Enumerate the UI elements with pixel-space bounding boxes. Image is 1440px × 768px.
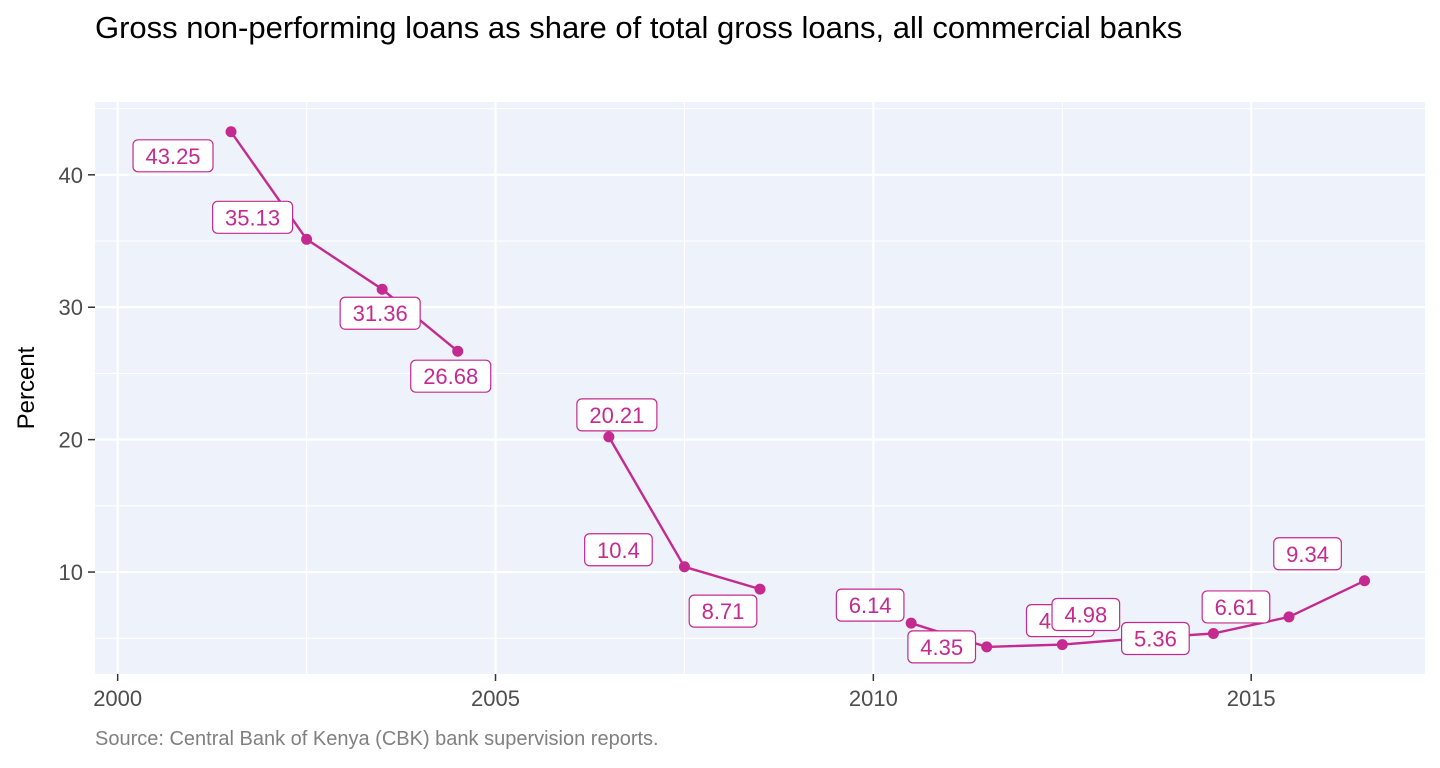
data-label-box bbox=[211, 200, 294, 234]
y-tick-label: 10 bbox=[59, 560, 83, 585]
data-label-text: 31.36 bbox=[353, 301, 408, 326]
data-label: 4.35 bbox=[907, 630, 977, 664]
minor-gridlines bbox=[95, 102, 1425, 674]
data-point bbox=[1283, 611, 1295, 623]
plot-panel bbox=[95, 102, 1425, 674]
data-label-box bbox=[1121, 621, 1190, 656]
y-tick-label: 40 bbox=[59, 163, 83, 188]
data-label-box bbox=[339, 296, 421, 330]
data-point bbox=[1359, 575, 1371, 587]
data-label-text: 6.14 bbox=[849, 593, 892, 618]
data-point bbox=[452, 345, 464, 357]
data-point bbox=[678, 561, 690, 573]
chart-title: Gross non-performing loans as share of t… bbox=[95, 10, 1183, 45]
data-point bbox=[1056, 639, 1068, 651]
data-label: 31.36 bbox=[339, 296, 421, 330]
x-tick-label: 2005 bbox=[471, 686, 520, 711]
y-tick-label: 20 bbox=[59, 428, 83, 453]
data-label: 9.34 bbox=[1273, 537, 1342, 571]
x-tick-label: 2015 bbox=[1227, 686, 1276, 711]
y-tick-label: 30 bbox=[59, 295, 83, 320]
data-labels: 43.25 35.13 31.36 26.68 20.21 10.4 8.71 6.14 4.3… bbox=[132, 139, 1342, 664]
data-label-box bbox=[1051, 597, 1121, 632]
data-point bbox=[1207, 627, 1219, 639]
data-point bbox=[376, 283, 388, 295]
data-label-text: 10.4 bbox=[597, 538, 640, 563]
y-axis-title: Percent bbox=[13, 346, 40, 429]
data-label-text: 26.68 bbox=[423, 364, 478, 389]
data-label-text: 20.21 bbox=[589, 403, 644, 428]
data-point bbox=[603, 431, 615, 443]
data-point bbox=[225, 126, 237, 138]
data-label: 26.68 bbox=[410, 359, 492, 393]
series-points bbox=[225, 126, 1371, 653]
data-label-box bbox=[132, 139, 214, 173]
data-point bbox=[754, 583, 766, 595]
data-label-box bbox=[584, 533, 653, 567]
data-label-text: 4.98 bbox=[1064, 603, 1107, 628]
data-label: 8.71 bbox=[688, 594, 758, 628]
data-label-text: 4.35 bbox=[920, 635, 963, 660]
data-point bbox=[981, 641, 993, 653]
data-label: 6.61 bbox=[1201, 590, 1271, 624]
data-label: 6.14 bbox=[835, 588, 905, 622]
data-point bbox=[301, 233, 313, 245]
data-label-box bbox=[907, 630, 977, 664]
data-label-text: 43.25 bbox=[145, 144, 200, 169]
data-label: 10.4 bbox=[584, 533, 653, 567]
data-label-text: 9.34 bbox=[1286, 542, 1329, 567]
data-label-text: 35.13 bbox=[225, 205, 280, 230]
x-tick-label: 2010 bbox=[849, 686, 898, 711]
data-label: 35.13 bbox=[211, 200, 294, 234]
data-point bbox=[905, 617, 917, 629]
y-axis: 10 20 30 40 bbox=[59, 163, 95, 585]
x-axis: 2000 2005 2010 2015 bbox=[93, 674, 1276, 711]
data-label-text: 6.61 bbox=[1215, 595, 1258, 620]
data-label-box bbox=[835, 588, 905, 622]
data-label: 5.36 bbox=[1121, 621, 1190, 656]
major-gridlines bbox=[95, 102, 1425, 674]
data-label-box bbox=[688, 594, 758, 628]
data-label-text: 8.71 bbox=[702, 599, 745, 624]
data-label-box bbox=[1201, 590, 1271, 624]
data-label-box bbox=[410, 359, 492, 393]
data-label: 4.98 bbox=[1051, 597, 1121, 632]
data-label-box bbox=[576, 398, 658, 432]
x-tick-label: 2000 bbox=[93, 686, 142, 711]
data-label: 43.25 bbox=[132, 139, 214, 173]
data-label-text: 5.36 bbox=[1134, 626, 1177, 651]
data-label-box bbox=[1273, 537, 1342, 571]
source-caption: Source: Central Bank of Kenya (CBK) bank… bbox=[95, 728, 659, 750]
data-label: 20.21 bbox=[576, 398, 658, 432]
